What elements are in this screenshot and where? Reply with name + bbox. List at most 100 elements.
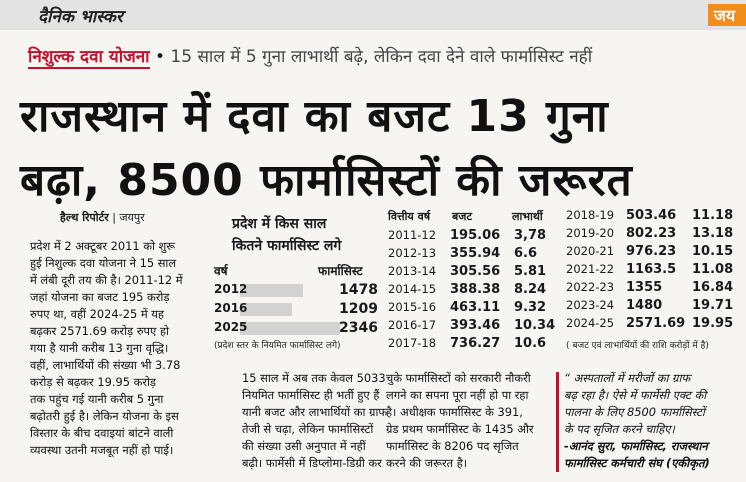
count: 1478 — [339, 282, 378, 298]
body-line: गया है यानी करीब 13 गुना वृद्धि। — [30, 341, 169, 355]
logo: दैनिक भास्कर — [38, 7, 123, 27]
budget: 1163.5 — [626, 262, 677, 277]
body-line: फार्मासिस्ट के 8206 पद सृजित — [386, 439, 519, 453]
box-note: (प्रदेश स्तर के नियमित फार्मासिस्ट लगे) — [214, 341, 341, 351]
edition-tag: जय — [708, 4, 746, 26]
reporter: हैल्थ रिपोर्टर — [60, 211, 109, 224]
table-note: ( बजट एवं लाभार्थियों की राशि करोड़ों मे… — [566, 341, 709, 351]
count: 1209 — [339, 301, 378, 317]
table-header: वित्तीय वर्ष — [388, 210, 431, 223]
year: 2016 — [214, 301, 248, 315]
budget: 1480 — [626, 298, 663, 313]
body-line: “ अस्पतालों में मरीजों का ग्राफ — [564, 371, 691, 385]
body-line: बढ़ोतरी हुई है। लेकिन योजना के इस — [30, 409, 179, 423]
box-header: फार्मासिस्ट — [318, 264, 363, 278]
budget: 503.46 — [626, 208, 677, 223]
body-line: विस्तार के बीच दवाइयां बांटने वाली — [30, 426, 174, 440]
masthead — [0, 0, 746, 30]
byline: हैल्थ रिपोर्टर | जयपुर — [60, 210, 145, 225]
pharmacist-bar — [240, 284, 303, 297]
body-line: जहां योजना का बजट 195 करोड़ — [30, 290, 170, 304]
count: 2346 — [339, 320, 378, 336]
budget: 1355 — [626, 280, 663, 295]
fiscal-year: 2013-14 — [388, 264, 437, 278]
body-line: के पद सृजित करने चाहिए। — [564, 422, 675, 436]
kicker-text: 15 साल में 5 गुना लाभार्थी बढ़े, लेकिन द… — [170, 47, 593, 67]
body-line: बढ़कर 2571.69 करोड़ रुपए हो — [30, 324, 169, 338]
body-line: है। अधीक्षक फार्मासिस्ट के 391, — [386, 405, 523, 419]
body-line: यानी बजट और लाभार्थियों का ग्राफ — [242, 405, 388, 419]
beneficiaries: 10.34 — [514, 318, 556, 333]
beneficiaries: 5.81 — [514, 264, 547, 279]
budget: 976.23 — [626, 244, 677, 259]
beneficiaries: 19.71 — [692, 298, 734, 313]
beneficiaries: 10.15 — [692, 244, 734, 259]
body-line: हुई निशुल्क दवा योजना ने 15 साल — [30, 256, 177, 270]
beneficiaries: 3,78 — [514, 228, 547, 243]
body-line: 15 साल में अब तक केवल 5033 — [242, 371, 386, 385]
box-title: प्रदेश में किस साल — [232, 216, 327, 232]
bullet: • — [154, 47, 171, 67]
fiscal-year: 2021-22 — [566, 262, 615, 276]
beneficiaries: 6.6 — [514, 246, 538, 261]
budget: 355.94 — [450, 246, 501, 261]
fiscal-year: 2023-24 — [566, 298, 615, 312]
beneficiaries: 9.32 — [514, 300, 547, 315]
fiscal-year: 2012-13 — [388, 246, 437, 260]
beneficiaries: 13.18 — [692, 226, 734, 241]
body-line: लगने का सपना पूरा नहीं हो पा रहा — [386, 388, 529, 402]
fiscal-year: 2022-23 — [566, 280, 615, 294]
body-line: नियमित फार्मासिस्ट ही भर्ती हुए हैं — [242, 388, 380, 402]
fiscal-year: 2015-16 — [388, 300, 437, 314]
budget: 388.38 — [450, 282, 501, 297]
headline: राजस्थान में दवा का बजट 13 गुना — [20, 91, 609, 142]
beneficiaries: 8.24 — [514, 282, 547, 297]
beneficiaries: 19.95 — [692, 316, 734, 331]
body-line: -आनंद सुरा, फार्मासिस्ट, राजस्थान — [564, 439, 708, 453]
budget: 802.23 — [626, 226, 677, 241]
beneficiaries: 10.6 — [514, 336, 547, 351]
fiscal-year: 2011-12 — [388, 228, 437, 242]
body-line: चुके फार्मासिस्टों को सरकारी नौकरी — [386, 371, 531, 385]
body-line: फार्मासिस्ट कर्मचारी संघ (एकीकृत) — [564, 456, 710, 470]
body-line: बढ़ी। फार्मेसी में डिप्लोमा-डिग्री कर — [242, 456, 382, 470]
fiscal-year: 2017-18 — [388, 336, 437, 350]
fiscal-year: 2018-19 — [566, 208, 615, 222]
kicker: निशुल्क दवा योजना • 15 साल में 5 गुना ला… — [28, 44, 593, 69]
body-line: पालना के लिए 8500 फार्मासिस्टों — [564, 405, 705, 419]
fiscal-year: 2024-25 — [566, 316, 615, 330]
body-line: तेजी से चढ़ा, लेकिन फार्मासिस्टों — [242, 422, 374, 436]
body-line: करोड़ से बढ़कर 19.95 करोड़ — [30, 375, 157, 389]
budget: 463.11 — [450, 300, 501, 315]
box-header: वर्ष — [214, 264, 228, 278]
beneficiaries: 16.84 — [692, 280, 734, 295]
body-line: वहीं, लाभार्थियों की संख्या भी 3.78 — [30, 358, 181, 372]
kicker-label: निशुल्क दवा योजना — [28, 47, 150, 69]
budget: 736.27 — [450, 336, 501, 351]
budget: 195.06 — [450, 228, 501, 243]
fiscal-year: 2019-20 — [566, 226, 615, 240]
box-title: कितने फार्मासिस्ट लगे — [232, 238, 342, 254]
table-header: लाभार्थी — [512, 210, 543, 223]
body-line: व्यवस्था उतनी मजबूत नहीं हो पाई। — [30, 443, 174, 457]
body-line: में लंबी दूरी तय की है। 2011-12 में — [30, 273, 183, 287]
pharmacist-bar — [240, 322, 340, 335]
year: 2012 — [214, 282, 248, 296]
budget: 393.46 — [450, 318, 501, 333]
body-line: प्रदेश में 2 अक्टूबर 2011 को शुरू — [30, 239, 176, 253]
body-line: रुपए था, वहीं 2024-25 में यह — [30, 307, 164, 321]
separator: | — [112, 211, 120, 224]
year: 2025 — [214, 320, 248, 334]
place: जयपुर — [119, 211, 145, 224]
budget: 2571.69 — [626, 316, 686, 331]
body-line: की संख्या उसी अनुपात में नहीं — [242, 439, 366, 453]
body-line: तक पहुंच गई यानी करीब 5 गुना — [30, 392, 164, 406]
body-line: बढ़ रहा है। ऐसे में फार्मेसी एक्ट की — [564, 388, 707, 402]
fiscal-year: 2016-17 — [388, 318, 437, 332]
fiscal-year: 2020-21 — [566, 244, 615, 258]
fiscal-year: 2014-15 — [388, 282, 437, 296]
body-line: करने की जरूरत है। — [386, 456, 468, 470]
table-header: बजट — [452, 210, 472, 223]
pharmacist-bar — [240, 303, 292, 316]
